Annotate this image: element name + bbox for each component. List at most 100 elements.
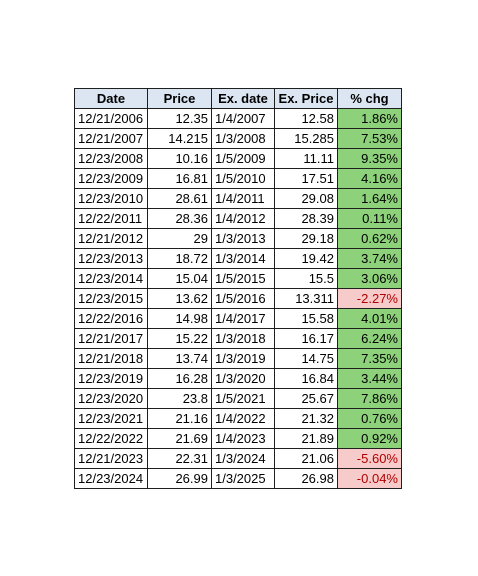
cell-ex-date[interactable]: 1/4/2023 — [211, 428, 275, 449]
cell-pct-chg[interactable]: 1.64% — [337, 188, 402, 209]
cell-date[interactable]: 12/22/2011 — [74, 208, 148, 229]
cell-pct-chg[interactable]: 9.35% — [337, 148, 402, 169]
cell-pct-chg[interactable]: -5.60% — [337, 448, 402, 469]
cell-date[interactable]: 12/22/2016 — [74, 308, 148, 329]
header-price[interactable]: Price — [147, 88, 212, 109]
cell-price[interactable]: 26.99 — [147, 468, 212, 489]
cell-price[interactable]: 21.16 — [147, 408, 212, 429]
cell-pct-chg[interactable]: 3.44% — [337, 368, 402, 389]
cell-price[interactable]: 15.04 — [147, 268, 212, 289]
cell-date[interactable]: 12/23/2014 — [74, 268, 148, 289]
cell-ex-date[interactable]: 1/3/2013 — [211, 228, 275, 249]
cell-ex-date[interactable]: 1/3/2024 — [211, 448, 275, 469]
cell-ex-date[interactable]: 1/3/2019 — [211, 348, 275, 369]
cell-ex-date[interactable]: 1/3/2008 — [211, 128, 275, 149]
cell-pct-chg[interactable]: 7.35% — [337, 348, 402, 369]
header-date[interactable]: Date — [74, 88, 148, 109]
cell-ex-price[interactable]: 15.285 — [274, 128, 338, 149]
cell-ex-price[interactable]: 16.84 — [274, 368, 338, 389]
cell-pct-chg[interactable]: 4.01% — [337, 308, 402, 329]
cell-date[interactable]: 12/21/2006 — [74, 108, 148, 129]
cell-ex-price[interactable]: 17.51 — [274, 168, 338, 189]
cell-pct-chg[interactable]: 1.86% — [337, 108, 402, 129]
cell-price[interactable]: 16.28 — [147, 368, 212, 389]
cell-pct-chg[interactable]: 0.92% — [337, 428, 402, 449]
cell-price[interactable]: 14.98 — [147, 308, 212, 329]
cell-date[interactable]: 12/22/2022 — [74, 428, 148, 449]
cell-ex-price[interactable]: 29.08 — [274, 188, 338, 209]
cell-ex-date[interactable]: 1/4/2022 — [211, 408, 275, 429]
cell-ex-date[interactable]: 1/4/2011 — [211, 188, 275, 209]
cell-price[interactable]: 21.69 — [147, 428, 212, 449]
cell-date[interactable]: 12/23/2013 — [74, 248, 148, 269]
cell-ex-date[interactable]: 1/3/2020 — [211, 368, 275, 389]
cell-ex-price[interactable]: 16.17 — [274, 328, 338, 349]
cell-price[interactable]: 28.61 — [147, 188, 212, 209]
header-ex-date[interactable]: Ex. date — [211, 88, 275, 109]
cell-ex-date[interactable]: 1/5/2021 — [211, 388, 275, 409]
cell-ex-date[interactable]: 1/3/2025 — [211, 468, 275, 489]
cell-date[interactable]: 12/23/2008 — [74, 148, 148, 169]
cell-ex-date[interactable]: 1/4/2012 — [211, 208, 275, 229]
cell-price[interactable]: 28.36 — [147, 208, 212, 229]
cell-price[interactable]: 18.72 — [147, 248, 212, 269]
cell-pct-chg[interactable]: 7.53% — [337, 128, 402, 149]
cell-ex-date[interactable]: 1/5/2010 — [211, 168, 275, 189]
cell-ex-price[interactable]: 11.11 — [274, 148, 338, 169]
cell-ex-price[interactable]: 26.98 — [274, 468, 338, 489]
cell-ex-price[interactable]: 13.311 — [274, 288, 338, 309]
cell-ex-price[interactable]: 28.39 — [274, 208, 338, 229]
cell-date[interactable]: 12/23/2009 — [74, 168, 148, 189]
cell-ex-date[interactable]: 1/3/2014 — [211, 248, 275, 269]
cell-date[interactable]: 12/23/2015 — [74, 288, 148, 309]
cell-ex-date[interactable]: 1/3/2018 — [211, 328, 275, 349]
cell-price[interactable]: 14.215 — [147, 128, 212, 149]
cell-ex-date[interactable]: 1/5/2015 — [211, 268, 275, 289]
cell-ex-date[interactable]: 1/5/2009 — [211, 148, 275, 169]
cell-date[interactable]: 12/23/2010 — [74, 188, 148, 209]
cell-ex-price[interactable]: 12.58 — [274, 108, 338, 129]
cell-ex-price[interactable]: 15.58 — [274, 308, 338, 329]
cell-date[interactable]: 12/21/2018 — [74, 348, 148, 369]
cell-ex-date[interactable]: 1/5/2016 — [211, 288, 275, 309]
cell-ex-price[interactable]: 14.75 — [274, 348, 338, 369]
cell-date[interactable]: 12/21/2017 — [74, 328, 148, 349]
cell-pct-chg[interactable]: 0.76% — [337, 408, 402, 429]
header-pct-chg[interactable]: % chg — [337, 88, 402, 109]
cell-ex-price[interactable]: 21.89 — [274, 428, 338, 449]
cell-date[interactable]: 12/23/2020 — [74, 388, 148, 409]
cell-price[interactable]: 22.31 — [147, 448, 212, 469]
cell-ex-price[interactable]: 25.67 — [274, 388, 338, 409]
cell-ex-price[interactable]: 19.42 — [274, 248, 338, 269]
cell-pct-chg[interactable]: 0.62% — [337, 228, 402, 249]
cell-date[interactable]: 12/21/2023 — [74, 448, 148, 469]
cell-price[interactable]: 23.8 — [147, 388, 212, 409]
cell-pct-chg[interactable]: 4.16% — [337, 168, 402, 189]
cell-pct-chg[interactable]: 7.86% — [337, 388, 402, 409]
cell-price[interactable]: 13.62 — [147, 288, 212, 309]
cell-ex-price[interactable]: 29.18 — [274, 228, 338, 249]
cell-price[interactable]: 13.74 — [147, 348, 212, 369]
cell-date[interactable]: 12/23/2024 — [74, 468, 148, 489]
header-ex-price[interactable]: Ex. Price — [274, 88, 338, 109]
cell-date[interactable]: 12/21/2007 — [74, 128, 148, 149]
cell-price[interactable]: 10.16 — [147, 148, 212, 169]
cell-date[interactable]: 12/23/2021 — [74, 408, 148, 429]
cell-ex-price[interactable]: 21.06 — [274, 448, 338, 469]
cell-ex-date[interactable]: 1/4/2017 — [211, 308, 275, 329]
cell-date[interactable]: 12/23/2019 — [74, 368, 148, 389]
cell-pct-chg[interactable]: 3.74% — [337, 248, 402, 269]
cell-pct-chg[interactable]: -0.04% — [337, 468, 402, 489]
cell-pct-chg[interactable]: -2.27% — [337, 288, 402, 309]
cell-ex-date[interactable]: 1/4/2007 — [211, 108, 275, 129]
cell-price[interactable]: 15.22 — [147, 328, 212, 349]
cell-date[interactable]: 12/21/2012 — [74, 228, 148, 249]
cell-price[interactable]: 16.81 — [147, 168, 212, 189]
cell-price[interactable]: 29 — [147, 228, 212, 249]
cell-price[interactable]: 12.35 — [147, 108, 212, 129]
cell-pct-chg[interactable]: 6.24% — [337, 328, 402, 349]
cell-pct-chg[interactable]: 0.11% — [337, 208, 402, 229]
cell-pct-chg[interactable]: 3.06% — [337, 268, 402, 289]
cell-ex-price[interactable]: 21.32 — [274, 408, 338, 429]
cell-ex-price[interactable]: 15.5 — [274, 268, 338, 289]
